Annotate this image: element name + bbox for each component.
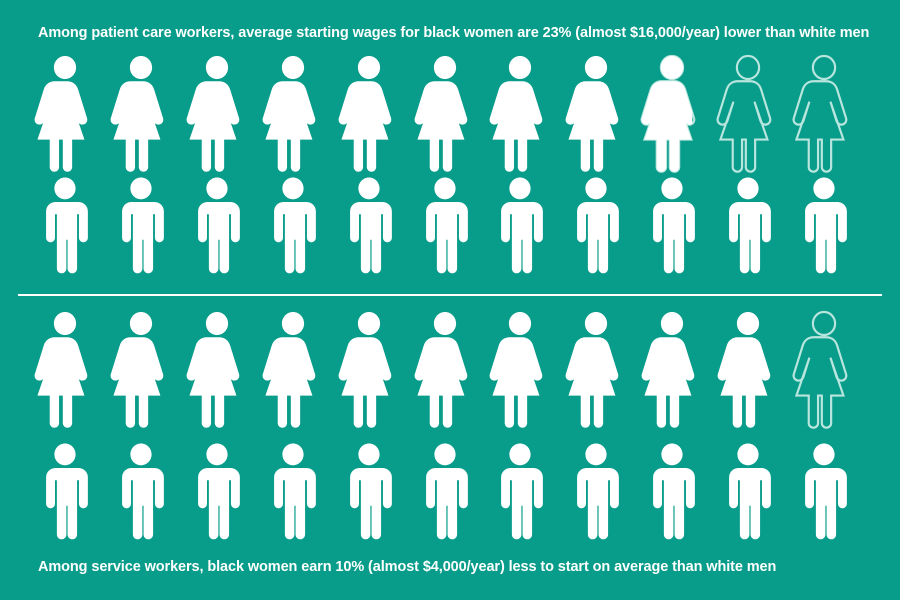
female-figure-icon: [786, 52, 862, 173]
female-figure-icon: [482, 52, 558, 172]
female-figure-icon: [710, 52, 786, 173]
female-figure-icon: [558, 308, 634, 428]
male-figure-icon: [634, 440, 710, 540]
female-figure-icon: [634, 308, 710, 428]
male-figure-icon: [558, 174, 634, 274]
female-figure-icon: [27, 52, 103, 172]
female-figure-icon: [103, 52, 179, 172]
female-figure-icon: [255, 52, 331, 172]
section-divider: [18, 294, 882, 296]
male-figure-icon: [710, 174, 786, 274]
male-figure-icon: [407, 174, 483, 274]
male-figure-icon: [27, 440, 103, 540]
male-figure-icon: [786, 440, 862, 540]
male-figure-icon: [331, 174, 407, 274]
male-figure-icon: [407, 440, 483, 540]
female-figure-icon: [710, 308, 786, 428]
male-figure-icon: [558, 440, 634, 540]
female-figure-icon: [331, 308, 407, 428]
male-figure-icon: [331, 440, 407, 540]
male-figure-icon: [786, 174, 862, 274]
male-figure-icon: [482, 174, 558, 274]
female-figure-icon: [407, 308, 483, 428]
male-figure-icon: [179, 174, 255, 274]
female-figure-icon: [407, 52, 483, 172]
caption-service: Among service workers, black women earn …: [38, 559, 777, 575]
male-figure-icon: [710, 440, 786, 540]
male-figure-icon: [27, 174, 103, 274]
female-figure-icon: [255, 308, 331, 428]
male-figure-icon: [103, 174, 179, 274]
male-figure-icon: [103, 440, 179, 540]
female-figure-icon: [331, 52, 407, 172]
male-figure-icon: [482, 440, 558, 540]
female-figure-icon: [558, 52, 634, 172]
female-figure-icon: [179, 52, 255, 172]
male-figure-icon: [634, 174, 710, 274]
female-figure-icon: [786, 308, 862, 429]
female-figure-icon: [103, 308, 179, 428]
female-figure-icon: [179, 308, 255, 428]
caption-patient-care: Among patient care workers, average star…: [38, 25, 870, 41]
female-figure-icon: [27, 308, 103, 428]
male-figure-icon: [179, 440, 255, 540]
male-figure-icon: [255, 440, 331, 540]
female-figure-icon: [482, 308, 558, 428]
female-figure-icon-partial: [634, 52, 710, 173]
male-figure-icon: [255, 174, 331, 274]
